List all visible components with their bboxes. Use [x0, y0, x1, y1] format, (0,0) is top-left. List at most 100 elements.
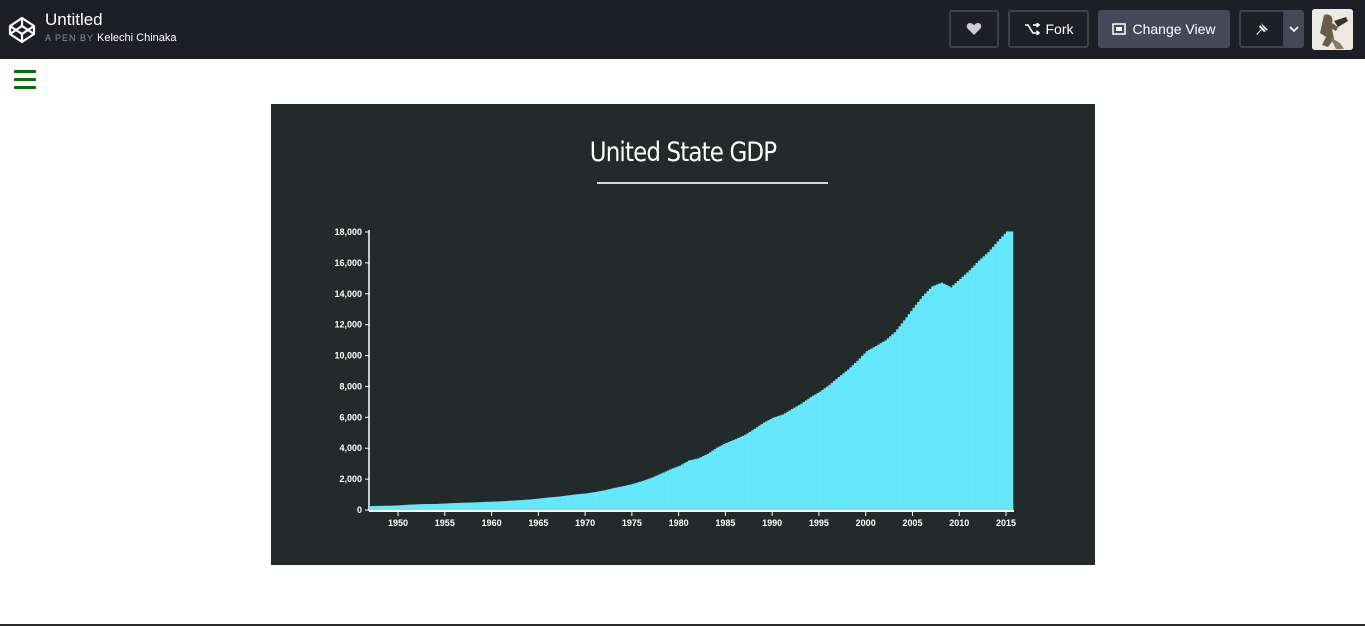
bar — [564, 495, 567, 510]
bar — [870, 348, 874, 510]
bar — [889, 336, 892, 510]
author-link[interactable]: Kelechi Chinaka — [97, 32, 177, 44]
bar — [608, 489, 612, 510]
bar — [652, 476, 656, 510]
bar — [402, 505, 406, 510]
fork-icon — [1024, 23, 1040, 35]
x-tick-label: 1985 — [715, 518, 735, 528]
bar — [498, 501, 502, 510]
bar — [493, 501, 497, 510]
bar — [945, 284, 948, 510]
change-view-label: Change View — [1132, 21, 1216, 37]
bar — [503, 501, 506, 510]
bar — [846, 369, 850, 510]
bar — [528, 499, 532, 510]
bar — [519, 500, 523, 510]
y-tick-label: 0 — [357, 505, 362, 515]
bar — [790, 409, 794, 510]
bar — [568, 495, 572, 510]
bar — [538, 498, 541, 510]
bar — [547, 497, 551, 510]
bar — [863, 353, 866, 510]
bar — [486, 501, 490, 510]
bar — [816, 393, 820, 510]
bar — [769, 418, 773, 510]
y-tick-label: 10,000 — [334, 351, 362, 361]
byline-prefix: A PEN BY — [45, 33, 95, 43]
bar — [377, 505, 380, 510]
heart-icon — [966, 22, 982, 35]
hamburger-menu-icon[interactable] — [14, 70, 36, 89]
codepen-logo-icon[interactable] — [8, 16, 36, 44]
bar — [961, 276, 965, 510]
bar — [947, 286, 951, 510]
fork-button[interactable]: Fork — [1008, 10, 1089, 48]
y-tick-label: 2,000 — [339, 474, 362, 484]
bar — [514, 500, 518, 510]
bar — [587, 493, 591, 510]
bar — [456, 502, 460, 510]
bar — [552, 497, 556, 510]
title-underline — [597, 182, 828, 184]
chart-title: United State GDP — [589, 137, 777, 168]
bar — [585, 493, 588, 510]
heart-button[interactable] — [949, 10, 999, 48]
bar — [998, 238, 1002, 510]
bar — [746, 433, 750, 510]
bar — [479, 502, 483, 510]
bar — [896, 329, 899, 510]
x-tick-label: 1995 — [809, 518, 829, 528]
bar — [741, 435, 745, 510]
bar — [917, 301, 920, 510]
bar — [835, 379, 838, 510]
bar — [662, 472, 665, 510]
bar — [398, 505, 401, 510]
bar — [954, 283, 958, 510]
bar — [893, 332, 897, 510]
x-tick-label: 1970 — [575, 518, 595, 528]
bar — [910, 310, 913, 510]
bar — [388, 505, 392, 510]
y-tick-label: 6,000 — [339, 412, 362, 422]
pin-dropdown-button[interactable] — [1283, 10, 1304, 48]
bar — [594, 491, 598, 510]
user-avatar[interactable] — [1312, 9, 1353, 50]
bar — [996, 241, 1000, 511]
bar — [991, 246, 995, 510]
bar — [980, 258, 983, 510]
bar — [416, 504, 420, 510]
bar — [454, 503, 457, 510]
bar — [505, 500, 509, 510]
pen-title[interactable]: Untitled — [45, 10, 103, 29]
bar — [409, 504, 413, 510]
bar — [1008, 231, 1011, 510]
bar — [1003, 233, 1007, 511]
bar — [765, 421, 768, 510]
bar — [788, 410, 792, 510]
change-view-button[interactable]: Change View — [1098, 10, 1230, 48]
bar — [781, 414, 785, 510]
pin-button[interactable] — [1239, 10, 1283, 48]
bar — [622, 486, 626, 510]
bar — [732, 440, 736, 510]
bar — [489, 501, 492, 510]
bar — [423, 504, 427, 510]
bar — [786, 411, 789, 510]
layout-icon — [1112, 23, 1127, 35]
bar — [379, 505, 382, 510]
bar — [903, 320, 906, 510]
bar — [447, 503, 450, 510]
bar — [638, 481, 642, 510]
bar — [713, 449, 717, 510]
bar — [543, 497, 546, 510]
bar — [580, 493, 584, 510]
x-tick-label: 2015 — [996, 518, 1016, 528]
bar — [673, 467, 677, 510]
bar — [989, 249, 993, 510]
x-tick-label: 1975 — [622, 518, 642, 528]
bar — [571, 494, 574, 510]
bar — [624, 485, 628, 510]
bar — [524, 499, 527, 510]
bar — [496, 501, 499, 510]
bar — [725, 442, 729, 510]
